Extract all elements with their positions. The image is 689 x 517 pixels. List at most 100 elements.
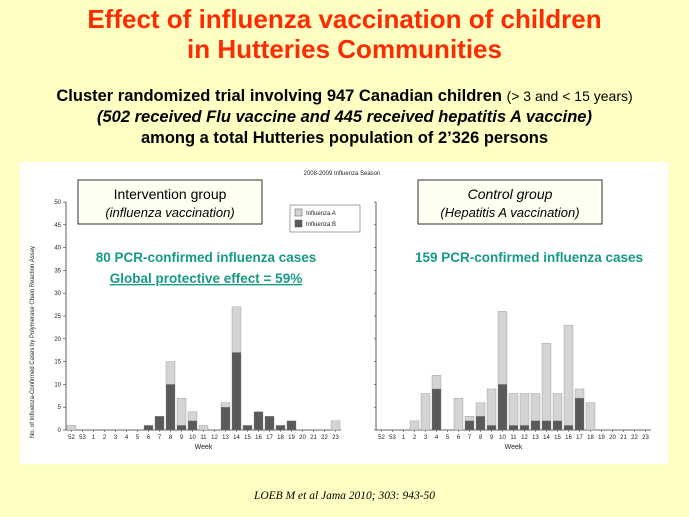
bar-influenza-b: [275, 425, 286, 431]
x-tick-label: 6: [147, 435, 151, 441]
y-tick-label: 0: [58, 428, 62, 434]
x-tick-label: 7: [468, 435, 472, 441]
legend-label-influenza-a: Influenza A: [306, 211, 336, 217]
bar-influenza-a: [420, 393, 431, 431]
bar-influenza-b: [508, 425, 519, 431]
influenza-chart: 2008-2009 Influenza Season No. of Influe…: [30, 171, 651, 451]
slide-title-line1: Effect of influenza vaccination of child…: [87, 4, 602, 34]
x-tick-label: 9: [490, 435, 494, 441]
bar-influenza-b: [187, 420, 198, 431]
bar-influenza-b: [220, 407, 231, 431]
bar-influenza-b: [231, 352, 242, 431]
x-tick-label: 20: [299, 435, 306, 441]
intervention-group-subtitle: (influenza vaccination): [105, 205, 234, 220]
x-tick-label: 15: [554, 435, 561, 441]
bar-influenza-b: [574, 397, 585, 431]
slide-title: Effect of influenza vaccination of child…: [0, 4, 689, 64]
y-tick-label: 15: [54, 360, 61, 366]
intervention-case-count: 80 PCR-confirmed influenza cases: [96, 250, 317, 265]
bar-influenza-a: [574, 388, 585, 399]
protective-effect: Global protective effect = 59%: [110, 271, 302, 286]
bar-influenza-b: [264, 416, 275, 431]
y-tick-label: 35: [54, 268, 61, 274]
bar-influenza-a: [187, 411, 198, 422]
x-tick-label: 14: [543, 435, 550, 441]
control-group-title: Control group: [468, 186, 553, 202]
x-tick-label: 12: [521, 435, 528, 441]
y-tick-label: 10: [54, 382, 61, 388]
x-tick-label: 2: [103, 435, 107, 441]
bar-influenza-a: [409, 420, 420, 431]
subtitle-line1: Cluster randomized trial involving 947 C…: [0, 86, 689, 106]
bar-influenza-b: [497, 384, 508, 431]
bar-influenza-a: [220, 402, 231, 408]
bar-influenza-b: [165, 384, 176, 431]
slide-title-line2: in Hutteries Communities: [187, 34, 502, 64]
x-tick-label: 23: [332, 435, 339, 441]
y-tick-label: 5: [58, 405, 62, 411]
bar-influenza-a: [165, 361, 176, 385]
bar-influenza-a: [563, 324, 574, 426]
bar-influenza-a: [198, 425, 209, 431]
bar-influenza-a: [552, 393, 563, 422]
bar-influenza-a: [330, 420, 341, 431]
bar-influenza-a: [519, 393, 530, 426]
bar-influenza-a: [464, 416, 475, 422]
bar-influenza-a: [486, 388, 497, 426]
x-tick-label: 9: [180, 435, 184, 441]
x-tick-label: 10: [189, 435, 196, 441]
intervention-x-axis-label: Week: [195, 444, 213, 451]
bar-influenza-a: [497, 311, 508, 385]
x-tick-label: 7: [158, 435, 162, 441]
legend-label-influenza-b: Influenza B: [306, 222, 336, 228]
bar-influenza-a: [66, 425, 77, 431]
bar-influenza-b: [519, 425, 530, 431]
x-tick-label: 4: [125, 435, 129, 441]
control-x-axis-label: Week: [505, 444, 523, 451]
x-tick-label: 10: [499, 435, 506, 441]
bar-influenza-b: [563, 425, 574, 431]
y-tick-label: 30: [54, 291, 61, 297]
control-group-subtitle: (Hepatitis A vaccination): [440, 205, 579, 220]
bar-influenza-b: [541, 420, 552, 431]
bar-influenza-b: [552, 420, 563, 431]
subtitle-age-range: (> 3 and < 15 years): [506, 88, 633, 104]
x-tick-label: 2: [413, 435, 417, 441]
x-tick-label: 14: [233, 435, 240, 441]
x-tick-label: 21: [310, 435, 317, 441]
x-tick-label: 3: [114, 435, 118, 441]
bar-influenza-b: [530, 420, 541, 431]
x-tick-label: 52: [68, 435, 75, 441]
control-case-count: 159 PCR-confirmed influenza cases: [415, 250, 643, 265]
x-tick-label: 19: [288, 435, 295, 441]
legend-swatch-influenza-a: [294, 208, 303, 217]
bar-influenza-a: [508, 393, 519, 426]
bar-influenza-b: [176, 425, 187, 431]
y-tick-label: 50: [54, 200, 61, 206]
bar-influenza-a: [541, 343, 552, 422]
x-tick-label: 4: [435, 435, 439, 441]
bar-influenza-b: [143, 425, 154, 431]
intervention-group-box: Intervention group (influenza vaccinatio…: [77, 179, 263, 225]
control-group-box: Control group (Hepatitis A vaccination): [417, 179, 603, 225]
subtitle-line3: among a total Hutteries population of 2’…: [140, 129, 549, 147]
x-tick-label: 6: [457, 435, 461, 441]
x-tick-label: 8: [169, 435, 173, 441]
y-tick-label: 40: [54, 246, 61, 252]
x-tick-label: 13: [222, 435, 229, 441]
subtitle-line2: (502 received Flu vaccine and 445 receiv…: [97, 108, 592, 126]
x-tick-label: 5: [446, 435, 450, 441]
legend: Influenza A Influenza B: [289, 204, 361, 233]
bar-influenza-a: [431, 375, 442, 390]
y-tick-label: 25: [54, 314, 61, 320]
x-tick-label: 11: [510, 435, 517, 441]
x-tick-label: 53: [79, 435, 86, 441]
x-tick-label: 13: [532, 435, 539, 441]
x-tick-label: 5: [136, 435, 140, 441]
y-tick-label: 45: [54, 223, 61, 229]
x-tick-label: 21: [620, 435, 627, 441]
intervention-group-title: Intervention group: [114, 186, 227, 202]
x-tick-label: 18: [587, 435, 594, 441]
chart-panel: 2008-2009 Influenza Season No. of Influe…: [20, 162, 668, 464]
x-tick-label: 18: [277, 435, 284, 441]
